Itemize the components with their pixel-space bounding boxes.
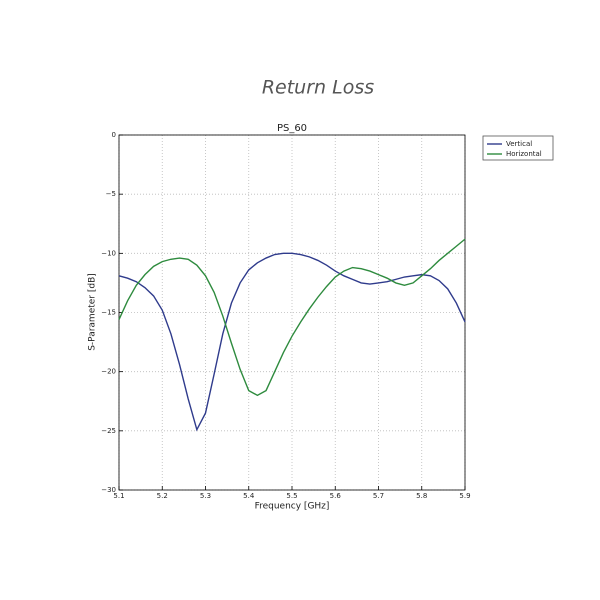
plot-frame <box>118 134 466 491</box>
x-tick-label: 5.5 <box>286 492 297 500</box>
legend-label: Vertical <box>506 140 532 148</box>
y-tick-label: −30 <box>101 486 116 494</box>
y-axis-label: S-Parameter [dB] <box>88 273 98 351</box>
x-tick-label: 5.6 <box>330 492 342 500</box>
x-tick-label: 5.1 <box>113 492 124 500</box>
x-tick-label: 5.2 <box>157 492 168 500</box>
series-line <box>118 252 466 432</box>
y-tick-label: −15 <box>101 309 116 317</box>
x-tick-label: 5.8 <box>416 492 427 500</box>
y-tick-label: −5 <box>106 190 116 198</box>
chart-subtitle: PS_60 <box>277 123 307 134</box>
x-tick-label: 5.9 <box>459 492 470 500</box>
series-line <box>118 238 466 397</box>
y-tick-label: −20 <box>101 368 116 376</box>
x-tick-label: 5.7 <box>373 492 384 500</box>
x-tick-label: 5.3 <box>200 492 211 500</box>
legend-box <box>482 135 554 161</box>
legend-label: Horizontal <box>506 150 542 158</box>
y-tick-label: −10 <box>101 249 116 257</box>
chart-title: Return Loss <box>262 77 374 99</box>
y-tick-label: −25 <box>101 427 116 435</box>
y-tick-label: 0 <box>112 131 116 139</box>
x-axis-label: Frequency [GHz] <box>255 502 330 512</box>
x-tick-label: 5.4 <box>243 492 255 500</box>
